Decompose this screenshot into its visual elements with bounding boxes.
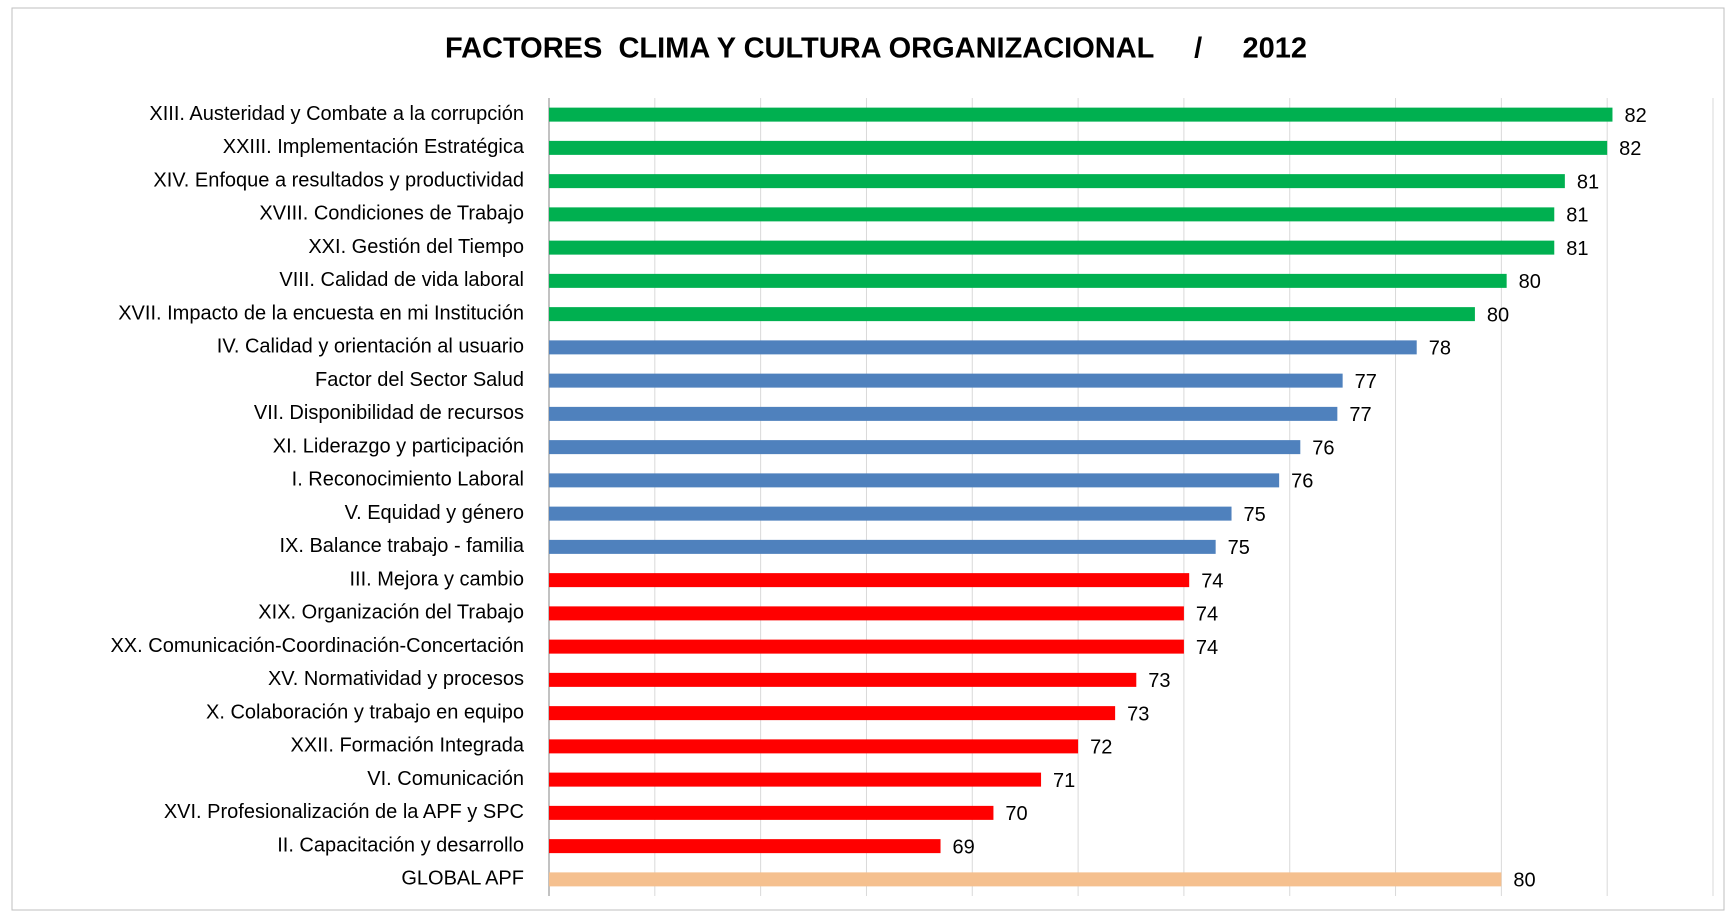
- y-tick-label: III. Mejora y cambio: [349, 568, 524, 590]
- bar: [549, 174, 1565, 189]
- value-label: 71: [1053, 770, 1075, 792]
- bar: [549, 273, 1507, 288]
- y-tick-label: XIX. Organización del Trabajo: [258, 602, 524, 624]
- y-tick-label: XXI. Gestión del Tiempo: [308, 236, 524, 258]
- y-tick-label: XI. Liderazgo y participación: [273, 435, 524, 457]
- y-tick-label: XVII. Impacto de la encuesta en mi Insti…: [118, 302, 524, 324]
- bar: [549, 240, 1555, 255]
- y-tick-label: I. Reconocimiento Laboral: [292, 469, 524, 491]
- bar: [549, 207, 1555, 222]
- value-label: 80: [1513, 870, 1535, 892]
- value-label: 78: [1429, 338, 1451, 360]
- value-label: 73: [1127, 703, 1149, 725]
- y-tick-label: GLOBAL APF: [401, 868, 524, 890]
- y-tick-label: VI. Comunicación: [367, 768, 524, 790]
- bar: [549, 606, 1184, 621]
- y-tick-label: XIV. Enfoque a resultados y productivida…: [153, 169, 524, 191]
- value-label: 80: [1519, 271, 1541, 293]
- y-tick-label: XVIII. Condiciones de Trabajo: [259, 203, 524, 225]
- bar: [549, 839, 941, 854]
- bar: [549, 672, 1137, 687]
- y-tick-label: VIII. Calidad de vida laboral: [279, 269, 524, 291]
- value-label: 81: [1577, 171, 1599, 193]
- bar: [549, 440, 1301, 455]
- y-tick-label: XX. Comunicación-Coordinación-Concertaci…: [110, 635, 524, 657]
- value-label: 76: [1312, 437, 1334, 459]
- bar: [549, 340, 1417, 355]
- value-label: 75: [1228, 537, 1250, 559]
- value-label: 72: [1090, 737, 1112, 759]
- bar: [549, 539, 1216, 554]
- y-tick-label: V. Equidad y género: [345, 502, 524, 524]
- bar: [549, 573, 1190, 588]
- chart-title: FACTORES CLIMA Y CULTURA ORGANIZACIONAL …: [445, 33, 1307, 65]
- value-label: 74: [1201, 570, 1223, 592]
- bar: [549, 772, 1042, 787]
- value-label: 77: [1349, 404, 1371, 426]
- value-label: 76: [1291, 471, 1313, 493]
- y-tick-label: IX. Balance trabajo - familia: [279, 535, 524, 557]
- bar: [549, 739, 1079, 754]
- y-tick-label: XXII. Formación Integrada: [291, 735, 525, 757]
- value-label: 82: [1619, 138, 1641, 160]
- chart-frame: [11, 7, 1725, 911]
- value-label: 81: [1566, 238, 1588, 260]
- y-tick-label: XIII. Austeridad y Combate a la corrupci…: [149, 103, 524, 125]
- value-label: 80: [1487, 304, 1509, 326]
- bar: [549, 107, 1613, 122]
- bar: [549, 473, 1280, 488]
- y-tick-label: VII. Disponibilidad de recursos: [254, 402, 524, 424]
- bar: [549, 406, 1338, 421]
- value-label: 74: [1196, 604, 1218, 626]
- y-tick-label: II. Capacitación y desarrollo: [277, 834, 524, 856]
- bar: [549, 872, 1502, 887]
- bar: [549, 307, 1475, 322]
- value-label: 82: [1624, 105, 1646, 127]
- y-tick-label: Factor del Sector Salud: [315, 369, 524, 391]
- bar: [549, 140, 1608, 155]
- bar: [549, 805, 994, 820]
- y-tick-label: XV. Normatividad y procesos: [268, 668, 524, 690]
- value-label: 74: [1196, 637, 1218, 659]
- value-label: 70: [1005, 803, 1027, 825]
- bar: [549, 506, 1232, 521]
- value-label: 73: [1148, 670, 1170, 692]
- y-tick-label: XXIII. Implementación Estratégica: [223, 136, 525, 158]
- y-tick-label: XVI. Profesionalización de la APF y SPC: [164, 801, 524, 823]
- value-label: 81: [1566, 205, 1588, 227]
- value-label: 75: [1244, 504, 1266, 526]
- bar: [549, 639, 1184, 654]
- value-label: 77: [1355, 371, 1377, 393]
- y-tick-label: X. Colaboración y trabajo en equipo: [206, 701, 524, 723]
- y-tick-label: IV. Calidad y orientación al usuario: [217, 336, 524, 358]
- bar: [549, 373, 1343, 388]
- bar: [549, 706, 1116, 721]
- value-label: 69: [953, 836, 975, 858]
